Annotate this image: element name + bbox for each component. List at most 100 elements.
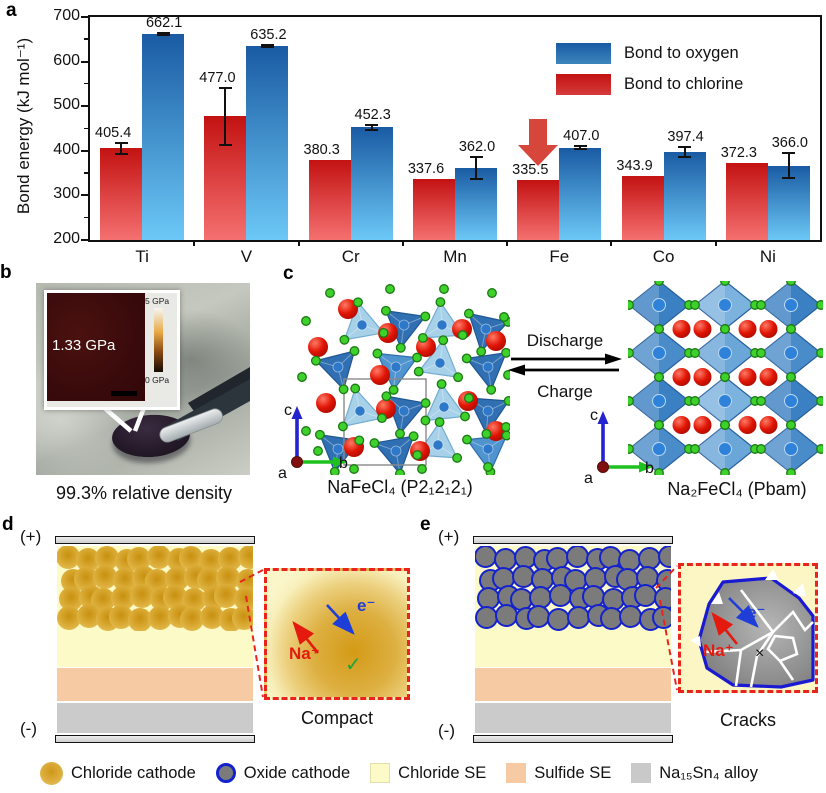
error-bar — [579, 145, 582, 150]
legend-label: Oxide cathode — [243, 763, 351, 782]
chart-legend: Bond to oxygen Bond to chlorine — [556, 43, 743, 105]
colorbar-max-label: 5 GPa — [145, 296, 170, 306]
y-tick-label: 300 — [53, 185, 80, 203]
bar-value-label: 397.4 — [667, 128, 704, 145]
tweezers-graphic — [159, 367, 250, 443]
error-bar-cap — [678, 145, 692, 148]
afm-image: 1.33 GPa — [47, 293, 145, 401]
bar-chart-plot-area: 200 300 400 500 600 700 Ti V Cr Mn Fe Co Ni 405.4 477.… — [53, 7, 822, 266]
top-electrode-e — [473, 536, 673, 544]
bar-chlorine-Co — [621, 175, 664, 240]
legend-label: Sulfide SE — [534, 763, 612, 782]
x-boundary-tick — [401, 240, 404, 246]
bar-value-label: 366.0 — [771, 135, 808, 152]
bar-oxygen-Ti — [142, 33, 185, 240]
fe-highlight-arrow — [518, 119, 559, 166]
nafecl4-structure — [297, 284, 510, 475]
error-bar-cap — [782, 152, 796, 155]
bar-chlorine-Ti — [100, 148, 143, 240]
x-category-label: Ti — [135, 247, 149, 266]
compact-particle-inset: Na⁺ e⁻ ✓ — [264, 568, 410, 700]
sulfide-se-layer-d — [57, 668, 253, 701]
x-boundary-tick — [506, 240, 509, 246]
chloride-se-icon — [370, 763, 391, 783]
error-bar — [370, 125, 373, 130]
arrow-shaft — [529, 119, 548, 145]
x-category-label: V — [240, 247, 253, 266]
bar-value-label: 405.4 — [95, 125, 132, 142]
y-minor-tick — [84, 127, 90, 130]
legend-item-chloride-cathode: Chloride cathode — [40, 761, 196, 785]
alloy-layer-e — [475, 703, 671, 733]
error-bar — [162, 32, 165, 36]
error-bar-cap — [469, 155, 483, 158]
error-bar-cap — [156, 34, 170, 37]
error-bar-cap — [678, 156, 692, 159]
error-bar-cap — [573, 148, 587, 151]
bar-chlorine-Ni — [725, 163, 768, 240]
panel-label-d: d — [2, 514, 14, 535]
bar-value-label: 362.0 — [458, 138, 496, 155]
error-bar-cap — [260, 43, 274, 46]
afm-scalebar — [111, 391, 137, 396]
chloride-cathode-particles — [57, 546, 253, 631]
axis-b-label: b — [645, 460, 654, 477]
x-boundary-tick — [193, 240, 196, 246]
bar-value-label: 337.6 — [407, 160, 445, 177]
bar-chlorine-Cr — [308, 159, 351, 240]
sulfide-se-layer-e — [475, 668, 671, 701]
axis-b-label: b — [339, 455, 348, 472]
bar-oxygen-Fe — [559, 147, 602, 240]
bar-value-label: 477.0 — [199, 70, 236, 87]
panel-label-c: c — [283, 263, 294, 284]
discharge-charge-arrows: Discharge Charge — [506, 331, 624, 402]
figure-legend: Chloride cathode Oxide cathode Chloride … — [0, 756, 826, 790]
error-bar-cap — [469, 177, 483, 180]
modulus-value: 1.33 GPa — [52, 337, 116, 354]
y-major-tick — [81, 16, 90, 18]
bar-value-label: 635.2 — [250, 26, 287, 43]
error-bar-cap — [260, 46, 274, 49]
na2fecl4-caption: Na₂FeCl₄ (Pbam) — [667, 479, 807, 499]
legend-item-chloride-se: Chloride SE — [370, 763, 486, 783]
legend-label: Na₁₅Sn₄ alloy — [659, 763, 758, 782]
discharge-label: Discharge — [526, 331, 604, 350]
y-major-tick — [81, 239, 90, 241]
oxide-cathode-particles — [475, 546, 671, 631]
axis-triad-right: c b a — [584, 407, 654, 487]
cracked-inset-graphic: Na⁺ e⁻ × — [690, 569, 815, 689]
oxide-cathode-icon — [215, 763, 236, 783]
x-category-label: Cr — [341, 247, 360, 266]
y-minor-tick — [84, 172, 90, 174]
x-category-label: Co — [652, 247, 675, 266]
bar-oxygen-V — [246, 45, 289, 240]
y-minor-tick — [84, 38, 90, 40]
x-category-label: Fe — [549, 247, 570, 266]
cracked-particle-inset: Na⁺ e⁻ × — [678, 563, 818, 693]
y-minor-tick — [84, 216, 90, 219]
bar-chlorine-Fe — [517, 179, 560, 240]
na2fecl4-structure — [628, 281, 823, 475]
x-boundary-tick — [714, 240, 717, 246]
panel-label-e: e — [420, 514, 431, 535]
axis-triad-left: c b a — [278, 402, 348, 482]
panel-a-bond-energy-chart: a Bond energy (kJ mol⁻¹) 200 300 400 500 600… — [0, 0, 826, 266]
error-bar-cap — [218, 87, 232, 90]
legend-label: Chloride cathode — [71, 763, 196, 782]
chart-legend-row: Bond to oxygen — [556, 43, 743, 64]
y-major-tick — [81, 60, 90, 63]
chloride-cathode-particle — [232, 605, 253, 630]
legend-item-oxide-cathode: Oxide cathode — [215, 763, 351, 783]
error-bar-cap — [782, 177, 796, 180]
afm-modulus-inset: 1.33 GPa 5 GPa 0 GPa — [44, 290, 180, 410]
bar-value-label: 372.3 — [720, 145, 757, 162]
y-major-tick — [81, 149, 90, 152]
legend-item-alloy: Na₁₅Sn₄ alloy — [631, 763, 758, 783]
chloride-cathode-particle — [238, 546, 253, 569]
na15sn4-alloy-icon — [631, 763, 652, 783]
axis-a-label: a — [278, 465, 287, 482]
legend-series-label: Bond to chlorine — [624, 75, 744, 93]
cross-mark: × — [755, 645, 764, 662]
bar-value-label: 407.0 — [563, 127, 600, 144]
